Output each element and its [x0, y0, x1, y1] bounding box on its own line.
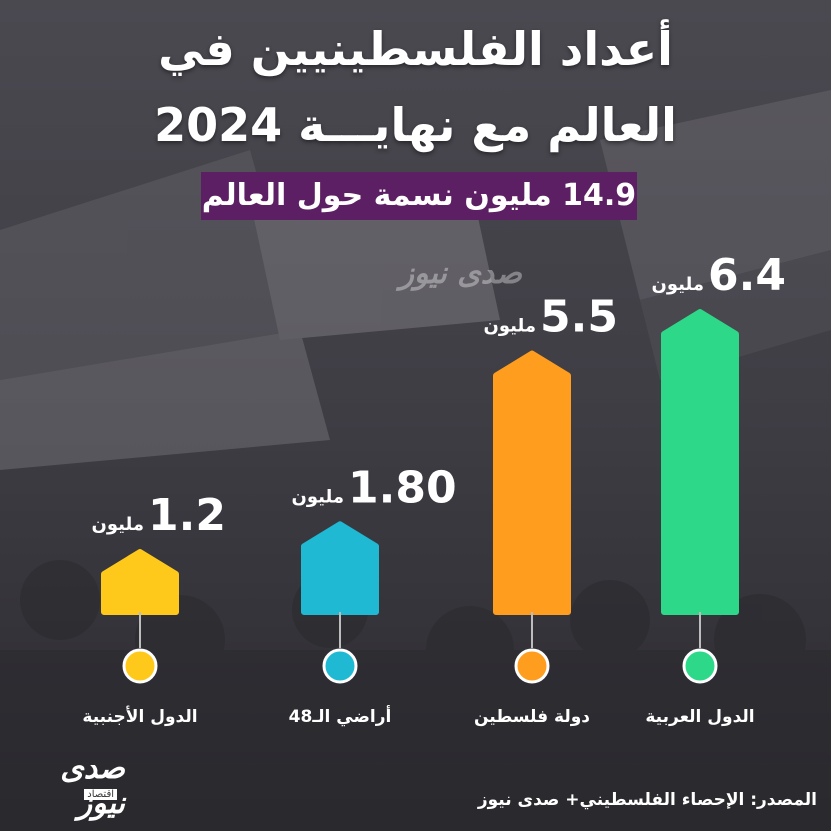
value-label-3: 1.2 [148, 490, 226, 541]
bar-1 [493, 350, 571, 615]
unit-label-1: مليون [484, 316, 537, 337]
value-label-2: 1.80 [348, 462, 457, 513]
bar-3 [101, 549, 179, 615]
title-line-2: العالم مع نهايـــة 2024 [154, 98, 677, 152]
bar-2 [301, 521, 379, 615]
brand-logo-subtext: اقتصاد [84, 789, 117, 800]
category-dot-3 [122, 648, 158, 684]
category-label-3: الدول الأجنبية [82, 706, 197, 727]
brand-logo-text: صدى نيوز [60, 751, 125, 821]
unit-label-3: مليون [92, 514, 145, 535]
title-line-1: أعداد الفلسطينيين في [158, 22, 673, 76]
bar-0 [661, 309, 739, 615]
category-label-0: الدول العربية [645, 707, 754, 727]
brand-logo: صدى نيوز اقتصاد [30, 745, 125, 821]
source-note: المصدر: الإحصاء الفلسطيني+ صدى نيوز [477, 790, 817, 810]
category-label-2: أراضي الـ48 [289, 705, 392, 727]
unit-label-0: مليون [652, 274, 705, 295]
subtitle-banner: 14.9 مليون نسمة حول العالم [201, 172, 637, 220]
logo-text: صدى نيوز [399, 256, 522, 291]
unit-label-2: مليون [292, 486, 345, 507]
category-dot-2 [322, 648, 358, 684]
watermark-logo: صدى نيوز [372, 250, 522, 350]
category-dot-0 [682, 648, 718, 684]
value-label-0: 6.4 [708, 250, 786, 301]
value-label-1: 5.5 [540, 292, 618, 343]
category-label-1: دولة فلسطين [474, 707, 590, 727]
category-dot-1 [514, 648, 550, 684]
